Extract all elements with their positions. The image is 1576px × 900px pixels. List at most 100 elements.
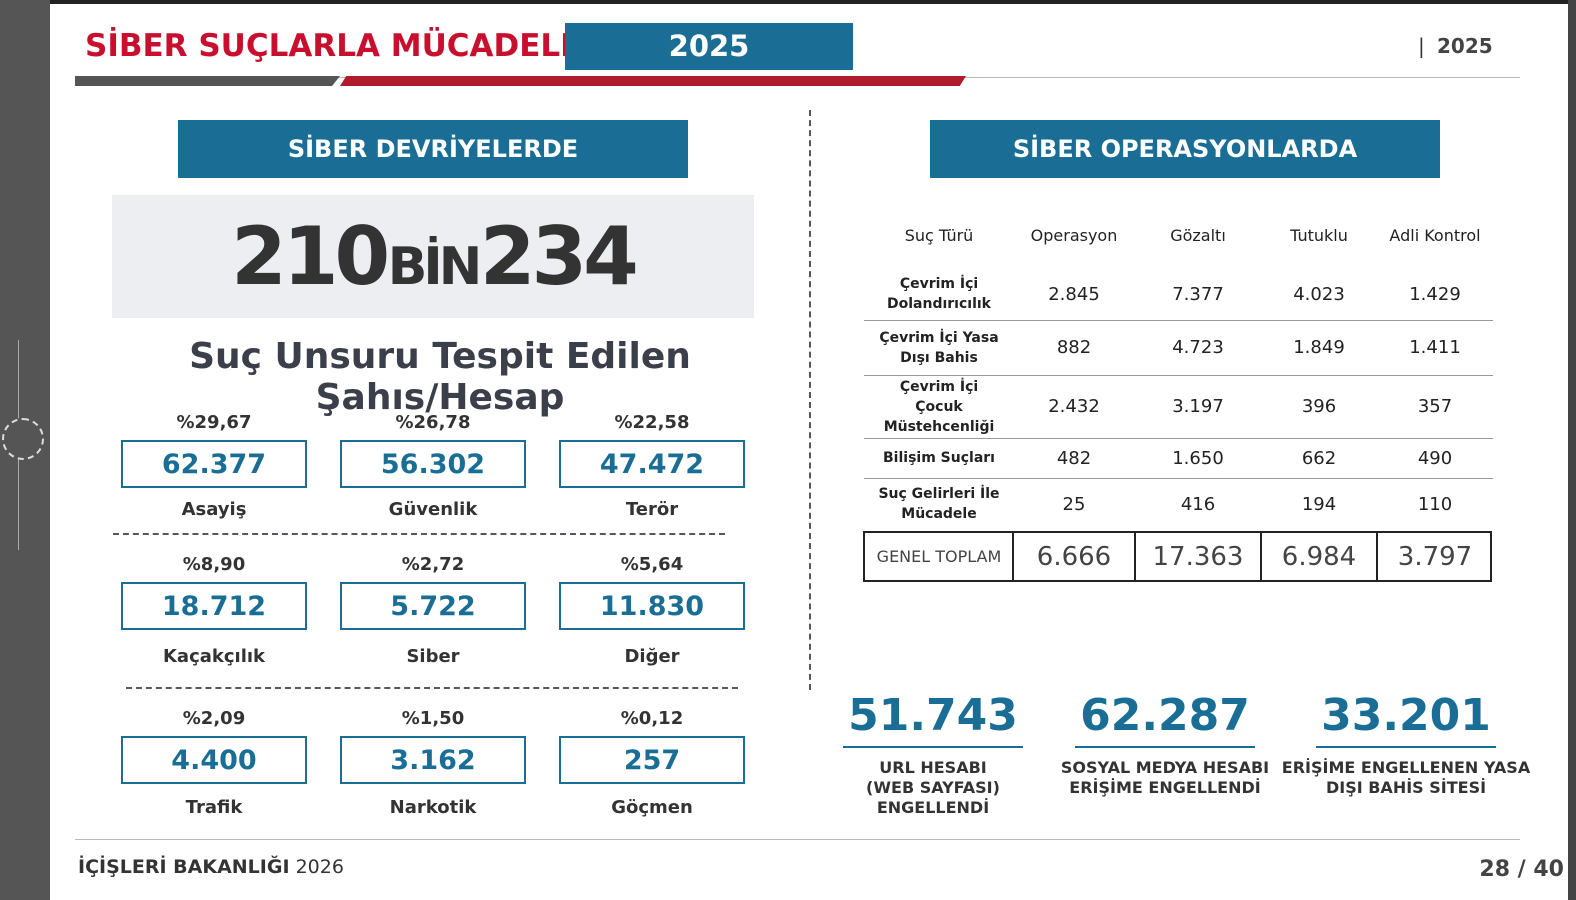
stat-value: 33.201: [1321, 690, 1491, 741]
item-value: 3.162: [340, 736, 526, 784]
item-label: Trafik: [185, 797, 243, 818]
row-label: Çevrim İçi Çocuk Müstehcenliği: [883, 378, 995, 435]
logo: [2, 418, 44, 460]
table-cell: 1.411: [1409, 337, 1461, 358]
left-subtitle: Suç Unsuru Tespit Edilen Şahıs/Hesap: [189, 336, 691, 418]
stat-label: ERİŞİME ENGELLENEN YASA: [1281, 758, 1531, 777]
table-header: Tutuklu: [1290, 225, 1348, 245]
table-cell: 1.429: [1409, 283, 1461, 305]
item-label: Asayiş: [181, 499, 247, 520]
table-cell: 4.723: [1172, 337, 1224, 358]
year: 2025: [1437, 34, 1493, 58]
total-divider: [1134, 531, 1136, 582]
item-value: 56.302: [340, 440, 526, 488]
total-divider: [1260, 531, 1262, 582]
item-value: 11.830: [559, 582, 745, 630]
total-cell: 17.363: [1152, 541, 1244, 572]
item-label: Terör: [625, 499, 679, 520]
stat-label: ERİŞİME ENGELLENDİ: [1069, 778, 1261, 797]
total-cell: 6.984: [1281, 541, 1357, 572]
table-cell: 25: [1062, 493, 1086, 515]
stat-underline: [1316, 746, 1496, 748]
total-label: GENEL TOPLAM: [876, 547, 1002, 566]
footer-line: [75, 839, 1520, 840]
item-percent: %8,90: [182, 554, 246, 575]
stat-label: (WEB SAYFASI): [866, 778, 1000, 797]
table-cell: 396: [1301, 396, 1337, 417]
top-bar: [0, 0, 1576, 4]
total-divider: [1012, 531, 1014, 582]
table-cell: 3.197: [1172, 396, 1224, 417]
table-header: Operasyon: [1030, 225, 1118, 245]
row-label: Çevrim İçi Yasa Dışı Bahis: [879, 329, 999, 366]
stat-underline: [1075, 746, 1255, 748]
left-heading: SİBER DEVRİYELERDE: [178, 120, 688, 178]
ministry: İÇİŞLERİ BAKANLIĞI: [78, 856, 290, 878]
title: SİBER SUÇLARLA MÜCADELE: [85, 28, 582, 64]
big-unit: BİN: [387, 237, 482, 297]
table-header: Adli Kontrol: [1389, 225, 1481, 245]
header-bar-grey: [75, 76, 340, 86]
item-value: 18.712: [121, 582, 307, 630]
item-percent: %29,67: [176, 412, 252, 433]
item-label: Narkotik: [389, 797, 477, 818]
item-value: 257: [559, 736, 745, 784]
table-cell: 357: [1417, 396, 1453, 417]
right-heading: SİBER OPERASYONLARDA: [930, 120, 1440, 178]
total-box: [863, 531, 1492, 582]
sidebar: [0, 0, 50, 900]
item-value: 4.400: [121, 736, 307, 784]
table-header: Suç Türü: [904, 225, 974, 245]
divider: [809, 110, 811, 690]
item-value: 62.377: [121, 440, 307, 488]
stat-label: URL HESABI: [879, 758, 987, 777]
table-cell: 7.377: [1172, 283, 1224, 305]
item-percent: %2,72: [401, 554, 465, 575]
table-cell: 662: [1301, 447, 1337, 469]
total-divider: [1376, 531, 1378, 582]
row-label: Çevrim İçi Dolandırıcılık: [887, 276, 991, 312]
stat-label: DIŞI BAHİS SİTESİ: [1325, 778, 1487, 797]
total-cell: 3.797: [1397, 541, 1473, 572]
table-header: Gözaltı: [1170, 225, 1226, 245]
table-cell: 194: [1301, 493, 1337, 515]
stat-underline: [843, 746, 1023, 748]
footer-year: 2026: [295, 856, 344, 878]
item-label: Diğer: [624, 646, 680, 667]
big-first: 210: [231, 210, 390, 303]
row-line: [864, 375, 1493, 376]
item-percent: %26,78: [395, 412, 471, 433]
item-label: Siber: [406, 646, 460, 667]
year-badge: 2025: [565, 23, 853, 70]
big-last: 234: [479, 210, 639, 303]
item-percent: %1,50: [401, 708, 465, 729]
item-percent: %2,09: [182, 708, 246, 729]
item-percent: %5,64: [620, 554, 684, 575]
stat-value: 62.287: [1080, 690, 1250, 741]
table-cell: 490: [1417, 447, 1453, 469]
item-value: 5.722: [340, 582, 526, 630]
row-line: [864, 438, 1493, 439]
total-cell: 6.666: [1036, 541, 1112, 572]
item-percent: %0,12: [620, 708, 684, 729]
table-cell: 110: [1417, 493, 1453, 515]
stat-label: SOSYAL MEDYA HESABI: [1060, 758, 1270, 777]
year-sep: |: [1418, 34, 1425, 58]
table-cell: 4.023: [1293, 283, 1345, 305]
table-cell: 2.845: [1048, 283, 1100, 305]
item-label: Kaçakçılık: [162, 646, 266, 667]
table-cell: 482: [1056, 447, 1092, 469]
table-cell: 1.849: [1293, 337, 1345, 358]
page-number: 28 / 40: [1479, 857, 1564, 882]
stat-value: 51.743: [848, 690, 1018, 741]
item-value: 47.472: [559, 440, 745, 488]
dash-line: [113, 533, 725, 535]
row-label: Suç Gelirleri İle Mücadele: [878, 486, 1000, 522]
row-line: [864, 478, 1493, 479]
item-label: Güvenlik: [388, 499, 478, 520]
table-cell: 1.650: [1172, 447, 1224, 469]
table-cell: 416: [1180, 493, 1216, 515]
big-number: 210 BİN 234: [112, 195, 754, 318]
table-cell: 2.432: [1048, 396, 1100, 417]
